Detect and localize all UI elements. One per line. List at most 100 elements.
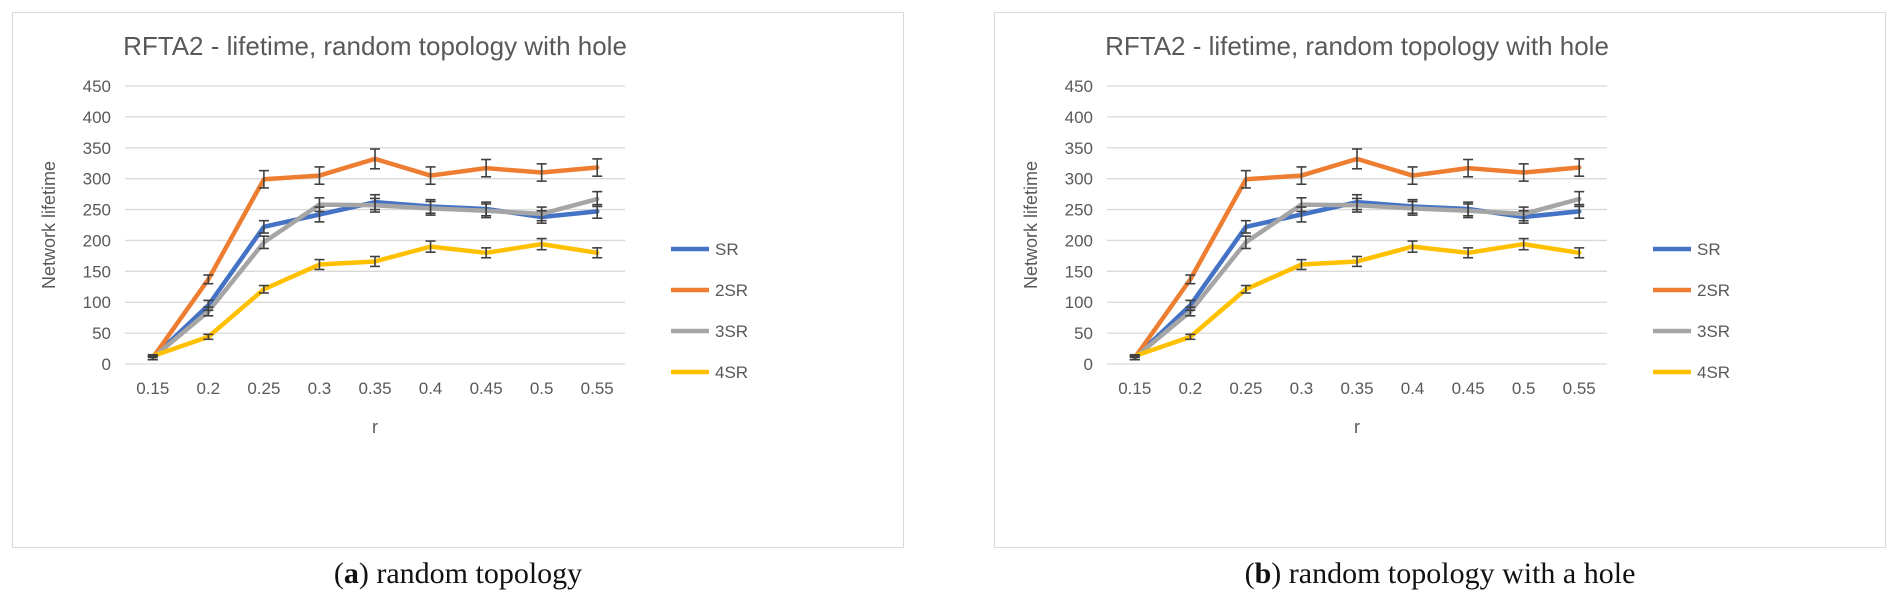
error-bar-3SR (370, 197, 380, 213)
error-bar-4SR (481, 247, 492, 259)
x-tick-label: 0.15 (136, 379, 169, 398)
error-bar-3SR (1463, 203, 1474, 219)
y-axis-label: Network lifetime (1021, 161, 1041, 289)
legend-label-3SR: 3SR (1697, 322, 1730, 341)
x-tick-label: 0.45 (470, 379, 503, 398)
error-bar-4SR (1463, 247, 1474, 259)
y-tick-label: 150 (83, 262, 111, 281)
error-bar-4SR (425, 240, 436, 253)
caption-b: (b) random topology with a hole (1244, 557, 1636, 590)
error-bar-3SR (592, 190, 603, 208)
y-tick-label: 450 (83, 77, 111, 96)
error-bar-4SR (536, 237, 547, 251)
chart-title: RFTA2 - lifetime, random topology with h… (123, 31, 627, 61)
error-bar-2SR (1407, 166, 1418, 186)
line-chart-a: RFTA2 - lifetime, random topology with h… (39, 31, 748, 437)
error-bar-4SR (370, 255, 380, 268)
x-tick-label: 0.25 (247, 379, 280, 398)
series-line-SR (150, 199, 600, 361)
error-bar-SR (1240, 219, 1251, 234)
series-line-3SR (1132, 196, 1582, 361)
y-tick-label: 100 (83, 293, 111, 312)
error-bar-4SR (1574, 247, 1585, 259)
x-tick-label: 0.4 (419, 379, 443, 398)
error-bar-3SR (1296, 197, 1307, 213)
error-bar-4SR (314, 258, 325, 271)
x-tick-label: 0.5 (530, 379, 554, 398)
y-tick-label: 350 (1065, 139, 1093, 158)
error-bar-3SR (1518, 206, 1529, 222)
x-tick-label: 0.15 (1118, 379, 1151, 398)
y-tick-label: 100 (1065, 293, 1093, 312)
x-tick-label: 0.55 (1563, 379, 1596, 398)
error-bar-2SR (1463, 158, 1474, 178)
caption-text: random topology (376, 557, 583, 590)
error-bar-4SR (1296, 258, 1307, 271)
error-bar-2SR (425, 166, 436, 186)
x-tick-label: 0.4 (1401, 379, 1425, 398)
y-axis-label: Network lifetime (39, 161, 59, 289)
x-tick-label: 0.2 (1179, 379, 1203, 398)
legend-label-SR: SR (1697, 240, 1721, 259)
y-tick-label: 50 (92, 324, 111, 343)
error-bar-2SR (314, 166, 325, 186)
y-tick-label: 50 (1074, 324, 1093, 343)
legend-label-2SR: 2SR (1697, 281, 1730, 300)
error-bar-3SR (1240, 235, 1251, 250)
error-bar-SR (258, 219, 269, 234)
error-bar-2SR (370, 148, 380, 170)
y-tick-label: 0 (1084, 355, 1093, 374)
caption-a: (a) random topology (333, 557, 583, 590)
y-tick-label: 250 (83, 201, 111, 220)
x-tick-label: 0.2 (197, 379, 221, 398)
error-bar-3SR (536, 206, 547, 222)
error-bar-2SR (592, 158, 603, 177)
error-bar-3SR (1185, 306, 1196, 317)
x-axis-label: r (1354, 417, 1360, 437)
error-bar-4SR (258, 284, 269, 294)
error-bar-3SR (203, 306, 214, 317)
series-line-3SR (150, 196, 600, 361)
y-tick-label: 250 (1065, 201, 1093, 220)
y-tick-label: 0 (102, 355, 111, 374)
error-bar-4SR (1240, 284, 1251, 294)
x-tick-label: 0.55 (581, 379, 614, 398)
x-tick-label: 0.35 (1340, 379, 1373, 398)
error-bar-3SR (1407, 200, 1418, 216)
legend-label-2SR: 2SR (715, 281, 748, 300)
caption-text: random topology with a hole (1288, 557, 1636, 590)
legend-label-SR: SR (715, 240, 739, 259)
y-tick-label: 300 (83, 170, 111, 189)
y-tick-label: 150 (1065, 262, 1093, 281)
y-tick-label: 400 (83, 108, 111, 127)
error-bar-3SR (258, 235, 269, 250)
error-bar-2SR (1352, 148, 1362, 170)
error-bar-2SR (203, 274, 214, 285)
error-bar-3SR (1574, 190, 1585, 208)
error-bar-2SR (1240, 169, 1251, 189)
x-tick-label: 0.45 (1452, 379, 1485, 398)
error-bar-2SR (1185, 274, 1196, 285)
error-bar-4SR (1518, 237, 1529, 251)
x-tick-label: 0.3 (1290, 379, 1314, 398)
y-tick-label: 450 (1065, 77, 1093, 96)
error-bar-4SR (203, 333, 214, 341)
error-bar-2SR (1296, 166, 1307, 186)
x-tick-label: 0.25 (1229, 379, 1262, 398)
legend-label-3SR: 3SR (715, 322, 748, 341)
error-bar-3SR (481, 203, 492, 219)
chart-panel-a: RFTA2 - lifetime, random topology with h… (12, 12, 904, 548)
error-bar-3SR (1352, 197, 1362, 213)
error-bar-3SR (425, 200, 436, 216)
caption-letter: a (343, 557, 359, 590)
y-tick-label: 200 (1065, 231, 1093, 250)
chart-panel-b: RFTA2 - lifetime, random topology with h… (994, 12, 1886, 548)
error-bar-4SR (1129, 353, 1140, 359)
x-tick-label: 0.35 (358, 379, 391, 398)
error-bar-2SR (481, 158, 492, 178)
x-tick-label: 0.3 (308, 379, 332, 398)
chart-title: RFTA2 - lifetime, random topology with h… (1105, 31, 1609, 61)
error-bar-4SR (1185, 333, 1196, 341)
error-bar-4SR (592, 247, 603, 259)
legend-label-4SR: 4SR (715, 363, 748, 382)
